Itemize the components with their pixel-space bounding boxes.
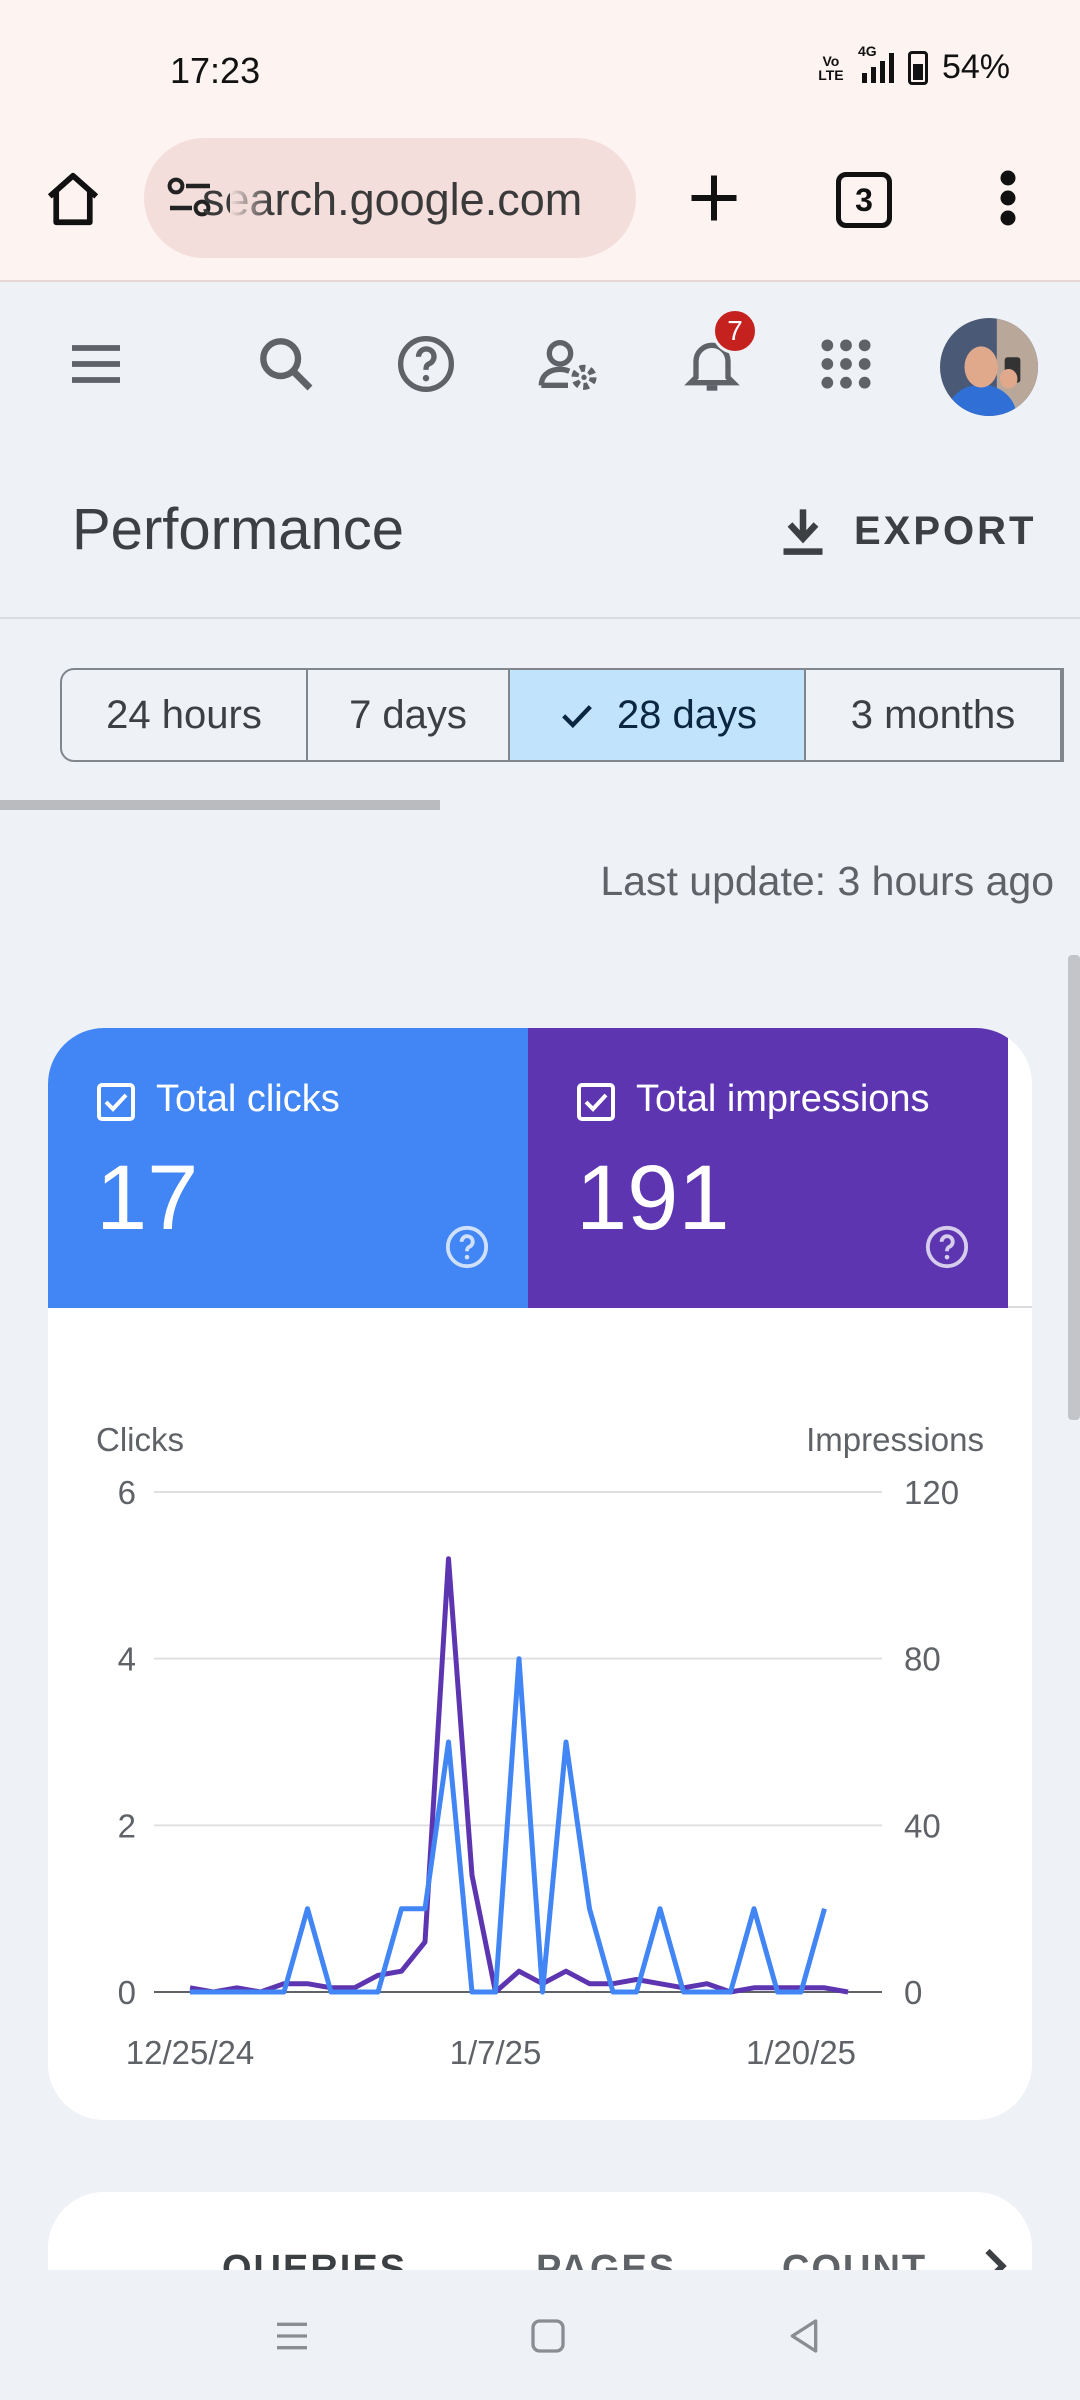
- avatar[interactable]: [940, 318, 1038, 416]
- chip-label: 24 hours: [106, 692, 262, 737]
- checkbox-checked-icon[interactable]: [96, 1082, 136, 1122]
- tab-switcher-button[interactable]: 3: [836, 172, 892, 228]
- url-fade: [230, 138, 270, 258]
- header-divider: [0, 617, 1080, 619]
- home-nav-icon[interactable]: [528, 2316, 568, 2356]
- url-bar[interactable]: search.google.com: [144, 138, 636, 258]
- right-axis-label: Impressions: [806, 1421, 984, 1458]
- chevron-right-icon[interactable]: [980, 2246, 1010, 2272]
- search-icon[interactable]: [254, 332, 318, 396]
- export-button[interactable]: EXPORT: [780, 498, 1036, 564]
- last-update-text: Last update: 3 hours ago: [600, 858, 1054, 904]
- help-outline-icon[interactable]: [444, 1224, 490, 1270]
- chip-label: 28 days: [616, 692, 758, 737]
- page-title: Performance: [72, 497, 405, 562]
- metric-value: 17: [96, 1147, 199, 1249]
- status-icons: Vo LTE 4G 54%: [814, 43, 1010, 87]
- performance-chart: Clicks Impressions 0 0 2 40 4 80 6 120 12/25/24…: [96, 1421, 984, 2071]
- left-tick-label: 6: [118, 1474, 136, 1511]
- chip-7-days[interactable]: 7 days: [308, 670, 510, 760]
- x-tick-label: 12/25/24: [126, 2034, 254, 2071]
- metric-label: Total impressions: [636, 1078, 930, 1120]
- date-range-selector: 24 hours 7 days 28 days 3 months: [60, 668, 1064, 762]
- volte-icon: Vo LTE: [818, 52, 844, 83]
- left-tick-label: 4: [118, 1641, 136, 1678]
- app-bar: 7: [0, 284, 1080, 444]
- help-outline-icon[interactable]: [924, 1224, 970, 1270]
- right-tick-label: 0: [904, 1974, 922, 2011]
- chip-3-months[interactable]: 3 months: [806, 670, 1062, 760]
- tab-queries[interactable]: QUERIES: [222, 2248, 408, 2272]
- x-tick-label: 1/20/25: [746, 2034, 856, 2071]
- apps-grid-icon[interactable]: [814, 332, 878, 396]
- network-type: 4G: [857, 42, 877, 59]
- checkbox-checked-icon[interactable]: [576, 1082, 616, 1122]
- recents-menu-icon[interactable]: [272, 2316, 312, 2356]
- chip-label: 7 days: [349, 692, 467, 737]
- check-icon: [562, 705, 592, 729]
- site-settings-icon[interactable]: [166, 176, 214, 220]
- left-tick-label: 0: [118, 1974, 136, 2011]
- tab-countries[interactable]: COUNT: [782, 2248, 928, 2272]
- report-tabs-card: QUERIES PAGES COUNT: [48, 2192, 1032, 2272]
- status-bar: 17:23 Vo LTE 4G 54%: [0, 0, 1080, 130]
- card-separator: [1008, 1306, 1032, 1308]
- tab-pages[interactable]: PAGES: [536, 2248, 677, 2272]
- system-nav-bar: [0, 2270, 1080, 2400]
- chip-label: 3 months: [850, 692, 1016, 737]
- download-icon: [783, 509, 823, 555]
- home-icon[interactable]: [42, 168, 104, 230]
- performance-card: Total clicks 17 Total impressions 191 Cl…: [48, 1028, 1032, 2120]
- back-icon[interactable]: [784, 2316, 824, 2356]
- browser-toolbar: search.google.com 3: [0, 130, 1080, 282]
- metric-value: 191: [576, 1147, 730, 1249]
- battery-level: 54%: [941, 48, 1010, 86]
- left-tick-label: 2: [118, 1807, 136, 1844]
- export-label: EXPORT: [854, 508, 1037, 553]
- total-clicks-tile[interactable]: Total clicks 17: [48, 1028, 528, 1308]
- total-impressions-tile[interactable]: Total impressions 191: [528, 1028, 1008, 1308]
- battery-icon: [907, 50, 928, 85]
- chip-24-hours[interactable]: 24 hours: [62, 670, 308, 760]
- chip-28-days[interactable]: 28 days: [510, 670, 806, 760]
- metric-label: Total clicks: [156, 1078, 340, 1120]
- signal-icon: 4G: [858, 43, 894, 83]
- notifications-icon[interactable]: [680, 332, 744, 396]
- manage-users-icon[interactable]: [536, 332, 600, 396]
- notification-badge: 7: [712, 308, 758, 354]
- series-line-clicks: [190, 1656, 827, 1995]
- menu-icon[interactable]: [64, 332, 128, 396]
- right-tick-label: 80: [904, 1641, 941, 1678]
- more-vert-icon[interactable]: [996, 168, 1020, 228]
- series-line-impressions: [189, 1556, 849, 1995]
- left-axis-label: Clicks: [96, 1421, 184, 1458]
- chips-scroll-indicator: [0, 800, 440, 810]
- x-tick-label: 1/7/25: [450, 2034, 542, 2071]
- page-scrollbar[interactable]: [1068, 955, 1080, 1420]
- help-icon[interactable]: [394, 332, 458, 396]
- right-tick-label: 120: [904, 1474, 959, 1511]
- status-time: 17:23: [170, 50, 261, 91]
- right-tick-label: 40: [904, 1807, 941, 1844]
- new-tab-icon[interactable]: [684, 168, 744, 228]
